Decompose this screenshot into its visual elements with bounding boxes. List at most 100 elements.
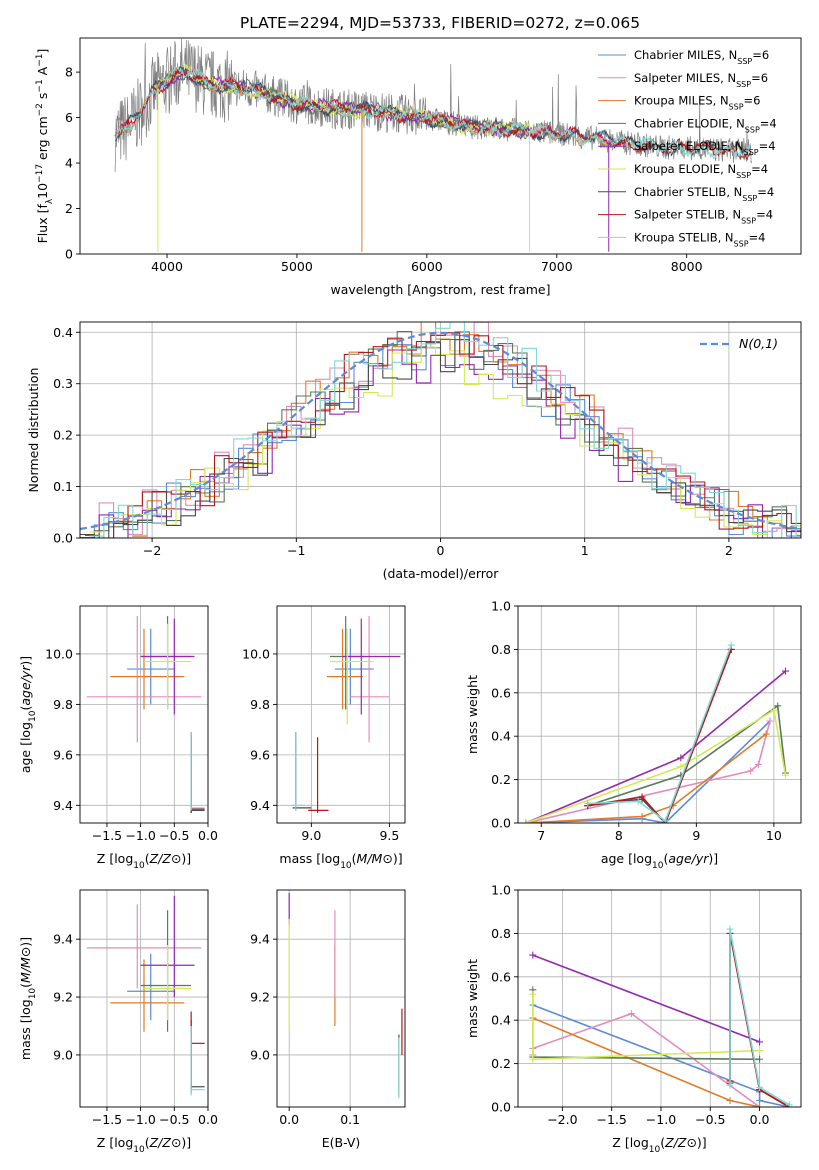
axes-frame bbox=[79, 37, 802, 255]
y-tick-label: 0.8 bbox=[491, 642, 511, 657]
ylabel-part: A bbox=[35, 66, 50, 79]
mass_vs_ebv-xlabel: E(B-V) bbox=[322, 1135, 361, 1150]
legend-normal-label: N(0,1) bbox=[739, 336, 778, 351]
axes-frame bbox=[276, 605, 406, 824]
weight_vs_age-plot bbox=[522, 641, 789, 823]
label-part: mass [log bbox=[18, 999, 33, 1060]
y-tick-label: 0.3 bbox=[53, 376, 73, 391]
label-part: M/M⊙ bbox=[357, 851, 393, 866]
x-tick-label: 4000 bbox=[151, 259, 183, 274]
mass_vs_Z-ylabel: mass [log10(M/M⊙)] bbox=[18, 937, 38, 1060]
axes-frame bbox=[79, 605, 209, 824]
x-tick-label: 1 bbox=[581, 543, 589, 558]
y-tick-label: 0.0 bbox=[491, 1100, 511, 1115]
figure-title: PLATE=2294, MJD=53733, FIBERID=0272, z=0… bbox=[240, 14, 640, 32]
x-tick-label: −1.0 bbox=[646, 1112, 676, 1127]
label-part: M/M⊙ bbox=[18, 947, 33, 983]
age_vs_mass-plot bbox=[292, 616, 401, 813]
legend-count: =6 bbox=[752, 48, 769, 62]
weight-marker bbox=[627, 1010, 635, 1018]
weight_vs_age-series-3 bbox=[587, 704, 787, 807]
y-tick-label: 0.4 bbox=[491, 1013, 511, 1028]
label-part: ( bbox=[145, 1135, 150, 1150]
weight-marker bbox=[726, 1096, 734, 1104]
legend-name: Salpeter ELODIE, N bbox=[634, 139, 744, 153]
y-tick-label: 9.4 bbox=[250, 798, 270, 813]
weight-marker bbox=[726, 925, 734, 933]
age_vs_Z-plot bbox=[86, 616, 205, 813]
legend-name: Kroupa MILES, N bbox=[634, 94, 729, 108]
y-tick-label: 9.4 bbox=[250, 932, 270, 947]
weight_vs_Z-series-8 bbox=[729, 928, 790, 1106]
y-tick-label: 9.2 bbox=[53, 990, 73, 1005]
label-part: )] bbox=[181, 1135, 191, 1150]
label-part: ( bbox=[18, 983, 33, 988]
weight-marker bbox=[638, 793, 646, 801]
weight-marker bbox=[756, 1083, 764, 1091]
weight_vs_age-ylabel: mass weight bbox=[465, 675, 480, 754]
weight-marker bbox=[661, 817, 669, 823]
weight_vs_Z-ylabel: mass weight bbox=[465, 959, 480, 1038]
label-part: ( bbox=[352, 851, 357, 866]
y-tick-label: 9.8 bbox=[250, 697, 270, 712]
x-tick-label: −1.5 bbox=[92, 828, 122, 843]
age_vs_mass-xlabel: mass [log10(M/M⊙)] bbox=[279, 851, 402, 871]
label-part: 10 bbox=[28, 988, 38, 1000]
label-part: Z/Z⊙ bbox=[149, 851, 182, 866]
legend-label: Chabrier STELIB, NSSP=4 bbox=[634, 185, 774, 203]
legend-label: Kroupa ELODIE, NSSP=4 bbox=[634, 162, 768, 180]
label-part: )] bbox=[708, 851, 718, 866]
x-tick-label: 9.5 bbox=[379, 828, 399, 843]
normal-curve bbox=[80, 331, 801, 531]
y-tick-label: 9.0 bbox=[53, 1047, 73, 1062]
y-tick-label: 0.2 bbox=[491, 772, 511, 787]
label-part: age [log bbox=[18, 722, 33, 773]
weight_vs_age-series-8 bbox=[587, 644, 732, 823]
legend-sub: SSP bbox=[742, 193, 757, 202]
y-tick-label: 0.4 bbox=[53, 325, 73, 340]
y-tick-label: 0.0 bbox=[53, 531, 73, 546]
label-part: age/yr bbox=[668, 851, 709, 866]
label-part: mass [log bbox=[279, 851, 340, 866]
legend-label: Chabrier ELODIE, NSSP=4 bbox=[634, 116, 777, 133]
x-tick-label: 8 bbox=[615, 828, 623, 843]
histogram-2 bbox=[89, 322, 801, 538]
y-tick-label: 0.1 bbox=[53, 479, 73, 494]
legend-count: =4 bbox=[749, 230, 766, 244]
weight_vs_age-xlabel: age [log10(age/yr)] bbox=[601, 851, 718, 871]
residuals-ylabel: Normed distribution bbox=[26, 368, 41, 493]
mass_vs_ebv-frame: 0.0 0.1 9.0 9.2 9.4 bbox=[250, 889, 406, 1127]
ylabel-part: −17 bbox=[35, 164, 45, 183]
label-part: age/yr bbox=[18, 665, 33, 706]
x-tick-label: −0.5 bbox=[159, 1112, 189, 1127]
ylabel-part: erg cm bbox=[35, 116, 50, 164]
legend-count: =6 bbox=[751, 71, 768, 85]
label-part: )] bbox=[18, 937, 33, 947]
label-part: Z [log bbox=[97, 1135, 133, 1150]
weight_vs_Z-series-4 bbox=[532, 954, 760, 1043]
legend-sub: SSP bbox=[736, 171, 751, 180]
legend-name: Chabrier ELODIE, N bbox=[634, 116, 745, 130]
y-tick-label: 0.2 bbox=[53, 428, 73, 443]
x-tick-label: 10 bbox=[766, 828, 782, 843]
weight-marker bbox=[529, 990, 537, 998]
x-tick-label: −1.5 bbox=[596, 1112, 626, 1127]
axes-frame bbox=[276, 889, 406, 1108]
spectrum-plot bbox=[114, 38, 752, 252]
label-part: Z [log bbox=[97, 851, 133, 866]
weight_vs_Z-plot bbox=[529, 925, 793, 1107]
weight_vs_age-series-2 bbox=[525, 733, 767, 823]
y-tick-label: 0 bbox=[65, 247, 73, 262]
legend-count: =4 bbox=[759, 139, 776, 153]
weight-marker bbox=[785, 1101, 793, 1107]
label-part: 10 bbox=[652, 861, 664, 871]
age_vs_Z-frame: −1.5 −1.0 −0.5 0.0 9.4 9.6 9.8 10.0 bbox=[45, 605, 218, 843]
spectrum-frame: 4000 5000 6000 7000 8000 0 2 4 6 8 bbox=[65, 37, 802, 274]
x-tick-label: 0 bbox=[437, 543, 445, 558]
weight_vs_Z-xlabel: Z [log10(Z/Z⊙)] bbox=[612, 1135, 706, 1155]
label-part: ( bbox=[660, 1135, 665, 1150]
label-part: Z/Z⊙ bbox=[149, 1135, 182, 1150]
legend-name: Salpeter STELIB, N bbox=[634, 208, 741, 222]
mass_vs_Z-xlabel: Z [log10(Z/Z⊙)] bbox=[97, 1135, 191, 1155]
